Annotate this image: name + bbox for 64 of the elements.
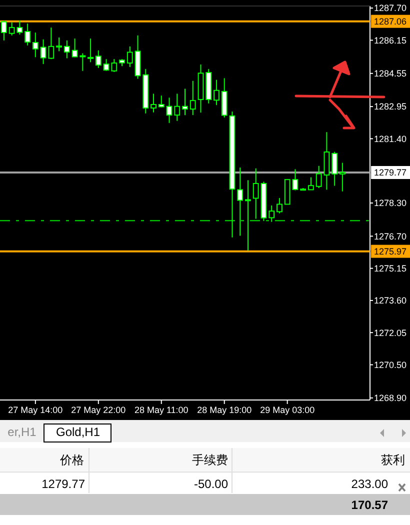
candlestick xyxy=(245,180,251,251)
y-tick-label: 1278.30 xyxy=(374,198,407,208)
candlestick xyxy=(32,32,38,58)
ref-line-label: 1275.97 xyxy=(374,246,407,256)
y-tick-label: 1268.90 xyxy=(374,393,407,404)
text: Gold,H1 xyxy=(56,425,100,439)
y-tick-label: 1270.50 xyxy=(374,360,407,370)
text: er,H1 xyxy=(8,425,37,439)
text: 233.00 xyxy=(351,477,388,491)
text: 手续费 xyxy=(192,453,228,467)
candlestick xyxy=(316,165,322,189)
candlestick xyxy=(40,38,46,65)
candlestick xyxy=(268,204,275,222)
candlestick xyxy=(221,78,228,118)
y-tick-label: 1273.60 xyxy=(374,296,407,306)
candlestick xyxy=(103,58,110,72)
x-tick-label: 28 May 11:00 xyxy=(134,405,188,415)
x-tick-label: 27 May 14:00 xyxy=(8,405,63,415)
candlestick xyxy=(332,151,338,186)
ref-line-label: 1279.77 xyxy=(374,168,407,178)
y-tick-label: 1281.40 xyxy=(374,134,407,144)
y-tick-label: 1275.15 xyxy=(374,263,407,274)
candlestick xyxy=(8,22,15,36)
candlestick xyxy=(252,168,259,220)
y-tick-label: 1286.15 xyxy=(374,35,407,46)
candlestick xyxy=(190,80,196,116)
candlestick xyxy=(0,20,7,41)
candlestick xyxy=(237,167,244,236)
y-tick-label: 1272.05 xyxy=(374,328,407,338)
y-tick-label: 1282.95 xyxy=(374,102,407,112)
candlestick xyxy=(111,58,118,72)
candlestick xyxy=(174,93,180,122)
candlestick xyxy=(16,20,23,36)
candlestick xyxy=(150,93,156,113)
ref-line-label: 1287.06 xyxy=(374,16,407,26)
candlestick xyxy=(166,97,172,124)
candlestick xyxy=(324,132,330,190)
candlestick xyxy=(158,95,164,108)
text: 获利 xyxy=(381,453,405,467)
text: -50.00 xyxy=(194,477,228,491)
candlestick xyxy=(56,37,62,52)
candlestick xyxy=(182,88,188,116)
text: 1279.77 xyxy=(42,477,86,491)
candlestick xyxy=(126,46,133,68)
candlestick xyxy=(95,50,102,69)
candlestick xyxy=(72,38,78,58)
y-tick-label: 1284.55 xyxy=(374,68,407,79)
candlestick xyxy=(64,40,70,59)
candlestick xyxy=(24,23,30,46)
candlestick xyxy=(214,79,220,106)
y-tick-label: 1287.70 xyxy=(374,3,407,14)
candlestick xyxy=(308,176,314,190)
candlestick xyxy=(88,38,94,63)
candlestick xyxy=(48,27,54,60)
text: 170.57 xyxy=(351,498,388,512)
x-tick-label: 29 May 03:00 xyxy=(260,405,315,415)
text: 价格 xyxy=(59,453,84,467)
candlestick xyxy=(292,168,298,191)
candlestick xyxy=(340,162,346,192)
candlestick xyxy=(276,198,282,214)
y-tick-label: 1276.70 xyxy=(374,231,407,242)
x-tick-label: 27 May 22:00 xyxy=(71,405,126,415)
candlestick xyxy=(80,52,86,72)
x-tick-label: 28 May 19:00 xyxy=(197,405,252,415)
